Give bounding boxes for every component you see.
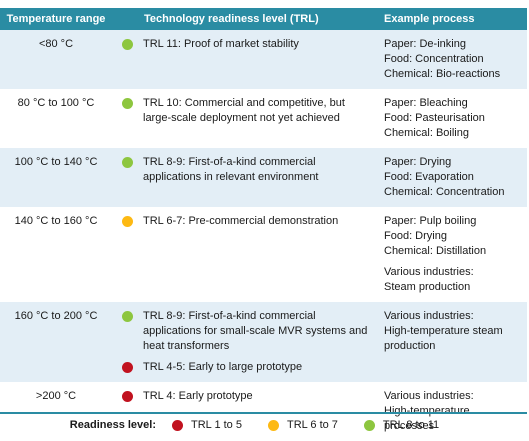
table-row: >200 °C TRL 4: Early prototype Various ind… (0, 382, 527, 441)
trl-entry: TRL 8-9: First-of-a-kind commercial appl… (122, 155, 374, 185)
temperature-range: <80 °C (38, 38, 74, 50)
example-cell: Paper: De-inking Food: Concentration Chemi… (374, 37, 527, 82)
legend-dot (172, 419, 184, 431)
readiness-dot (122, 311, 133, 322)
example-line: Chemical: Concentration (384, 186, 505, 198)
table-row: 140 °C to 160 °C TRL 6-7: Pre-commercial … (0, 207, 527, 302)
trl-cell: TRL 8-9: First-of-a-kind commercial appl… (112, 309, 374, 375)
temperature-range: 80 °C to 100 °C (17, 97, 95, 109)
readiness-dot (122, 98, 133, 109)
legend-item: TRL 6 to 7 (267, 419, 338, 431)
trl-cell: TRL 4: Early prototype (112, 389, 374, 434)
temperature-range: 160 °C to 200 °C (14, 310, 98, 322)
legend-title: Readiness level: (69, 419, 157, 431)
trl-entry: TRL 11: Proof of market stability (122, 37, 374, 52)
example-group: Paper: Drying Food: Evaporation Chemical: … (384, 155, 527, 200)
example-line: Chemical: Boiling (384, 127, 469, 139)
legend-label: TRL 8 to 11 (382, 419, 440, 431)
example-line: Food: Evaporation (384, 171, 474, 183)
example-group: Various industries: High-temperature stea… (384, 309, 527, 354)
readiness-dot (122, 362, 133, 373)
legend-item: TRL 8 to 11 (363, 419, 440, 431)
example-line: Food: Concentration (384, 53, 484, 65)
example-line: Paper: Bleaching (384, 97, 468, 109)
trl-text: TRL 11: Proof of market stability (143, 38, 299, 50)
example-line: Steam production (384, 281, 471, 293)
legend-dot (267, 419, 279, 431)
example-cell: Various industries: High-temperature stea… (374, 309, 527, 375)
example-group: Various industries: High-temperature proc… (384, 389, 527, 434)
example-cell: Paper: Drying Food: Evaporation Chemical: … (374, 155, 527, 200)
example-line: Food: Drying (384, 230, 447, 242)
example-line: Various industries: (384, 390, 474, 402)
trl-entry: TRL 10: Commercial and competitive, but … (122, 96, 374, 126)
legend-item: TRL 1 to 5 (172, 419, 242, 431)
table-row: 100 °C to 140 °C TRL 8-9: First-of-a-kind… (0, 148, 527, 207)
trl-cell: TRL 10: Commercial and competitive, but … (112, 96, 374, 141)
readiness-dot (122, 39, 133, 50)
trl-cell: TRL 11: Proof of market stability (112, 37, 374, 82)
example-line: High-temperature processes (384, 405, 470, 432)
example-line: Chemical: Bio-reactions (384, 68, 501, 80)
legend: Readiness level: TRL 1 to 5 TRL 6 to 7 TRL… (0, 412, 527, 436)
trl-text: TRL 6-7: Pre-commercial demonstration (143, 215, 339, 227)
example-line: Paper: Drying (384, 156, 452, 168)
legend-label: TRL 6 to 7 (286, 419, 338, 431)
trl-text: TRL 4-5: Early to large prototype (143, 361, 303, 373)
example-line: Various industries: (384, 266, 474, 278)
trl-cell: TRL 6-7: Pre-commercial demonstration (112, 214, 374, 295)
temperature-range: 140 °C to 160 °C (14, 215, 98, 227)
trl-text: TRL 8-9: First-of-a-kind commercial appl… (143, 310, 368, 352)
example-group: Paper: Bleaching Food: Pasteurisation Chem… (384, 96, 527, 141)
example-group: Paper: De-inking Food: Concentration Chemi… (384, 37, 527, 82)
example-cell: Paper: Bleaching Food: Pasteurisation Chem… (374, 96, 527, 141)
example-line: Various industries: (384, 310, 474, 322)
example-line: Paper: Pulp boiling (384, 215, 477, 227)
trl-entry: TRL 4: Early prototype (122, 389, 374, 404)
example-group: Paper: Pulp boiling Food: Drying Chemical:… (384, 214, 527, 259)
example-cell: Various industries: High-temperature proc… (374, 389, 527, 434)
example-line: Paper: De-inking (384, 38, 466, 50)
readiness-dot (122, 391, 133, 402)
example-group: Various industries: Steam production (384, 265, 527, 295)
legend-label: TRL 1 to 5 (191, 419, 242, 431)
table: Temperature range Technology readiness l… (0, 8, 527, 441)
readiness-dot (122, 157, 133, 168)
header-cell: Example process (384, 13, 475, 25)
header-cell: Technology readiness level (TRL) (144, 13, 319, 25)
trl-text: TRL 10: Commercial and competitive, but … (143, 97, 345, 124)
readiness-dot (122, 216, 133, 227)
table-row: 160 °C to 200 °C TRL 8-9: First-of-a-kind… (0, 302, 527, 382)
trl-entry: TRL 4-5: Early to large prototype (122, 360, 374, 375)
trl-text: TRL 4: Early prototype (143, 390, 253, 402)
header-cell: Temperature range (6, 13, 106, 25)
temperature-range: 100 °C to 140 °C (14, 156, 98, 168)
example-line: High-temperature steam production (384, 325, 503, 352)
table-row: <80 °C TRL 11: Proof of market stability P… (0, 30, 527, 89)
trl-cell: TRL 8-9: First-of-a-kind commercial appl… (112, 155, 374, 200)
trl-text: TRL 8-9: First-of-a-kind commercial appl… (143, 156, 319, 183)
example-cell: Paper: Pulp boiling Food: Drying Chemical:… (374, 214, 527, 295)
temperature-range: >200 °C (35, 390, 77, 402)
trl-entry: TRL 8-9: First-of-a-kind commercial appl… (122, 309, 374, 354)
example-line: Food: Pasteurisation (384, 112, 485, 124)
legend-dot (363, 419, 375, 431)
example-line: Chemical: Distillation (384, 245, 487, 257)
header-row: Temperature range Technology readiness l… (0, 8, 527, 30)
table-row: 80 °C to 100 °C TRL 10: Commercial and co… (0, 89, 527, 148)
trl-entry: TRL 6-7: Pre-commercial demonstration (122, 214, 374, 229)
